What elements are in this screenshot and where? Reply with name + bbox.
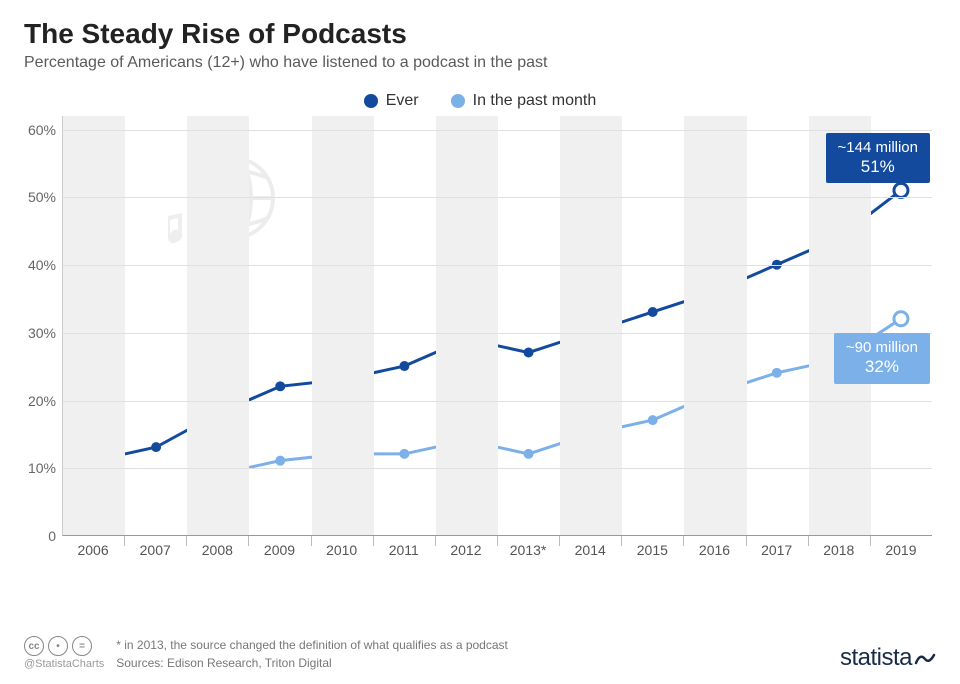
- x-separator: [248, 536, 249, 546]
- callout-month-pct: 32%: [846, 357, 918, 377]
- x-tick-label: 2010: [326, 542, 357, 558]
- x-tick-label: 2014: [575, 542, 606, 558]
- handle: @StatistaCharts: [24, 658, 104, 670]
- legend-ever-label: Ever: [386, 92, 419, 110]
- y-tick-label: 60%: [18, 122, 62, 138]
- chart-band: [560, 116, 622, 535]
- x-separator: [746, 536, 747, 546]
- gridline: [63, 130, 932, 131]
- y-tick-label: 10%: [18, 460, 62, 476]
- gridline: [63, 468, 932, 469]
- y-tick-label: 40%: [18, 257, 62, 273]
- chart-band: [312, 116, 374, 535]
- x-separator: [186, 536, 187, 546]
- y-tick-label: 20%: [18, 393, 62, 409]
- source-line: Sources: Edison Research, Triton Digital: [116, 654, 508, 672]
- x-tick-label: 2006: [77, 542, 108, 558]
- chart-title: The Steady Rise of Podcasts: [24, 18, 936, 50]
- legend-month: In the past month: [451, 92, 597, 110]
- cc-nd-icon: =: [72, 636, 92, 656]
- x-separator: [621, 536, 622, 546]
- x-separator: [124, 536, 125, 546]
- y-tick-label: 0: [18, 528, 62, 544]
- x-separator: [683, 536, 684, 546]
- brand-wave-icon: [914, 647, 936, 669]
- chart-band: [374, 116, 436, 535]
- x-separator: [870, 536, 871, 546]
- gridline: [63, 333, 932, 334]
- y-tick-label: 30%: [18, 325, 62, 341]
- callout-ever: ~144 million 51%: [826, 133, 930, 183]
- chart-band: [747, 116, 809, 535]
- brand-logo: statista: [840, 644, 936, 672]
- callout-month-count: ~90 million: [846, 339, 918, 357]
- x-tick-label: 2013*: [510, 542, 547, 558]
- x-separator: [497, 536, 498, 546]
- gridline: [63, 265, 932, 266]
- x-tick-label: 2011: [389, 542, 419, 558]
- chart-band: [63, 116, 125, 535]
- chart-band: [622, 116, 684, 535]
- x-tick-label: 2016: [699, 542, 730, 558]
- legend-month-swatch: [451, 94, 465, 108]
- chart-band: [436, 116, 498, 535]
- chart-band: [187, 116, 249, 535]
- brand-text: statista: [840, 644, 912, 672]
- x-tick-label: 2008: [202, 542, 233, 558]
- chart-band: [498, 116, 560, 535]
- x-separator: [559, 536, 560, 546]
- chart-area: 010%20%30%40%50%60% 20062007200820092010…: [62, 116, 932, 570]
- cc-icon: cc: [24, 636, 44, 656]
- gridline: [63, 197, 932, 198]
- x-tick-label: 2019: [885, 542, 916, 558]
- callout-month: ~90 million 32%: [834, 333, 930, 383]
- chart-band: [125, 116, 187, 535]
- callout-ever-count: ~144 million: [838, 139, 918, 157]
- y-axis: 0 10% 20% 30% 40% 50% 60%: [18, 116, 62, 570]
- chart-band: [249, 116, 311, 535]
- plot: [62, 116, 932, 536]
- x-tick-label: 2009: [264, 542, 295, 558]
- chart-subtitle: Percentage of Americans (12+) who have l…: [24, 54, 936, 72]
- legend-ever-swatch: [364, 94, 378, 108]
- x-axis: 2006 2007 2008 2009 2010 2011 2012 2013* 2014 201…: [62, 536, 932, 570]
- x-separator: [435, 536, 436, 546]
- header: The Steady Rise of Podcasts Percentage o…: [0, 0, 960, 80]
- x-tick-label: 2017: [761, 542, 792, 558]
- x-separator: [373, 536, 374, 546]
- y-tick-label: 50%: [18, 189, 62, 205]
- legend-ever: Ever: [364, 92, 419, 110]
- footnote: * in 2013, the source changed the defini…: [116, 636, 508, 654]
- x-tick-label: 2018: [823, 542, 854, 558]
- x-separator: [808, 536, 809, 546]
- cc-by-icon: •: [48, 636, 68, 656]
- x-separator: [311, 536, 312, 546]
- chart-band: [684, 116, 746, 535]
- footer: cc • = @StatistaCharts * in 2013, the so…: [24, 636, 936, 672]
- x-tick-label: 2015: [637, 542, 668, 558]
- cc-license-icons: cc • =: [24, 636, 104, 656]
- legend: Ever In the past month: [0, 92, 960, 110]
- callout-ever-pct: 51%: [838, 157, 918, 177]
- x-tick-label: 2007: [140, 542, 171, 558]
- legend-month-label: In the past month: [473, 92, 597, 110]
- gridline: [63, 401, 932, 402]
- x-tick-label: 2012: [450, 542, 481, 558]
